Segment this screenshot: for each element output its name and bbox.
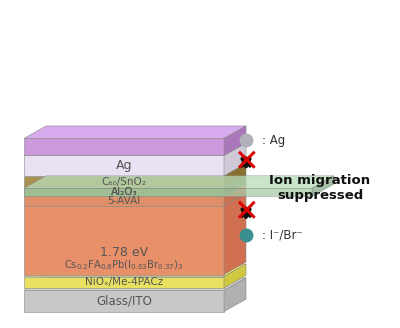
Polygon shape (224, 278, 246, 312)
Polygon shape (224, 264, 246, 288)
Polygon shape (24, 277, 224, 288)
Text: 1.78 eV: 1.78 eV (100, 246, 148, 259)
Text: Al₂O₃: Al₂O₃ (111, 187, 137, 197)
Polygon shape (312, 176, 334, 196)
Polygon shape (24, 188, 224, 196)
Polygon shape (24, 184, 246, 196)
Polygon shape (24, 193, 246, 206)
Text: ✕: ✕ (233, 148, 259, 177)
Polygon shape (24, 206, 224, 275)
Text: Ion migration
suppressed: Ion migration suppressed (270, 174, 370, 202)
Polygon shape (224, 193, 246, 275)
Polygon shape (24, 176, 334, 188)
Polygon shape (24, 163, 246, 176)
Polygon shape (24, 196, 224, 206)
Text: ✕: ✕ (233, 198, 259, 227)
Text: Cs$_{0.2}$FA$_{0.8}$Pb(I$_{0.63}$Br$_{0.37}$)$_3$: Cs$_{0.2}$FA$_{0.8}$Pb(I$_{0.63}$Br$_{0.… (64, 258, 184, 272)
Polygon shape (24, 264, 246, 277)
Polygon shape (224, 163, 246, 188)
Text: Glass/ITO: Glass/ITO (96, 294, 152, 307)
Polygon shape (24, 138, 224, 155)
Polygon shape (24, 278, 246, 290)
Text: : Ag: : Ag (262, 134, 285, 147)
Text: 5-AVAl: 5-AVAl (107, 196, 141, 206)
Polygon shape (224, 126, 246, 155)
Polygon shape (224, 176, 246, 196)
Polygon shape (24, 176, 224, 188)
Text: : I⁻/Br⁻: : I⁻/Br⁻ (262, 228, 303, 241)
Polygon shape (224, 184, 246, 206)
Text: Ag: Ag (116, 159, 132, 172)
Polygon shape (24, 176, 246, 188)
Polygon shape (24, 143, 246, 155)
Polygon shape (224, 143, 246, 176)
Polygon shape (24, 188, 312, 196)
Text: Al₂O₃: Al₂O₃ (111, 187, 137, 197)
Text: C₆₀/SnO₂: C₆₀/SnO₂ (102, 177, 146, 187)
Polygon shape (24, 126, 246, 138)
Text: NiOₓ/Me-4PACz: NiOₓ/Me-4PACz (85, 277, 163, 287)
Polygon shape (24, 155, 224, 176)
Polygon shape (24, 290, 224, 312)
